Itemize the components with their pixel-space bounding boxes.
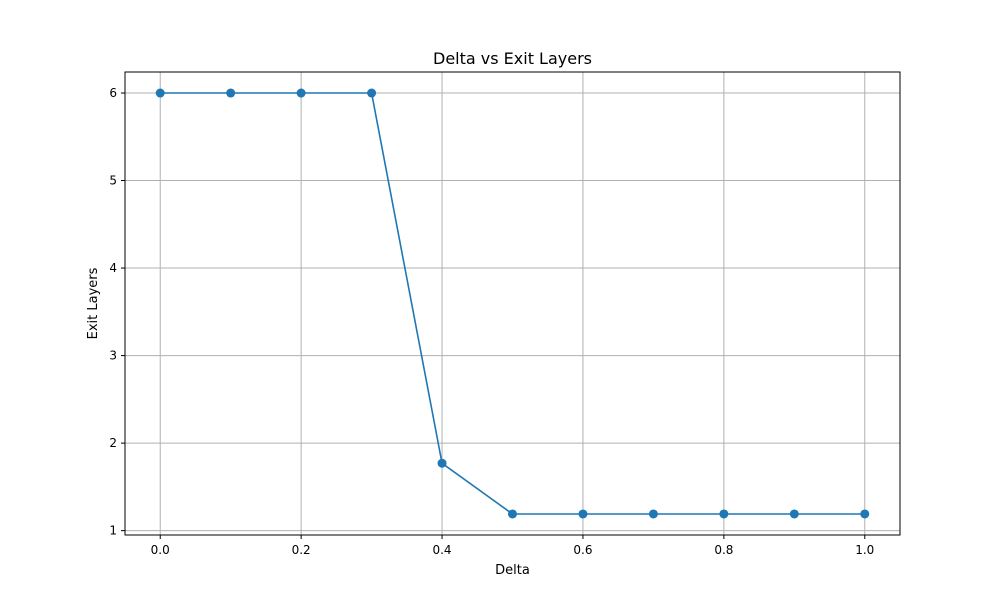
y-axis: 1 2 3 4 5 6 xyxy=(109,86,125,538)
data-point xyxy=(296,88,306,98)
y-tick-label: 6 xyxy=(109,86,117,100)
series-layer xyxy=(155,88,870,519)
data-point xyxy=(578,509,588,519)
data-point xyxy=(789,509,799,519)
data-point xyxy=(437,458,447,468)
y-tick-label: 5 xyxy=(109,174,117,188)
data-point xyxy=(226,88,236,98)
x-tick-label: 0.4 xyxy=(432,543,451,557)
x-tick-label: 0.8 xyxy=(714,543,733,557)
y-axis-label: Exit Layers xyxy=(86,267,101,339)
x-tick-label: 1.0 xyxy=(855,543,874,557)
y-tick-label: 2 xyxy=(109,436,117,450)
x-axis: 0.0 0.2 0.4 0.6 0.8 1.0 xyxy=(151,535,874,557)
data-point xyxy=(648,509,658,519)
chart-title: Delta vs Exit Layers xyxy=(433,49,592,68)
plot-frame xyxy=(124,71,901,536)
x-tick-label: 0.0 xyxy=(151,543,170,557)
x-tick-label: 0.6 xyxy=(573,543,592,557)
data-point xyxy=(155,88,165,98)
series-line xyxy=(160,92,865,515)
y-tick-label: 3 xyxy=(109,349,117,363)
y-tick-label: 1 xyxy=(109,524,117,538)
x-tick-label: 0.2 xyxy=(292,543,311,557)
data-point xyxy=(860,509,870,519)
y-tick-label: 4 xyxy=(109,261,117,275)
x-axis-label: Delta xyxy=(495,563,530,578)
grid-layer xyxy=(125,72,900,535)
data-point xyxy=(719,509,729,519)
data-point xyxy=(367,88,377,98)
data-point xyxy=(508,509,517,519)
